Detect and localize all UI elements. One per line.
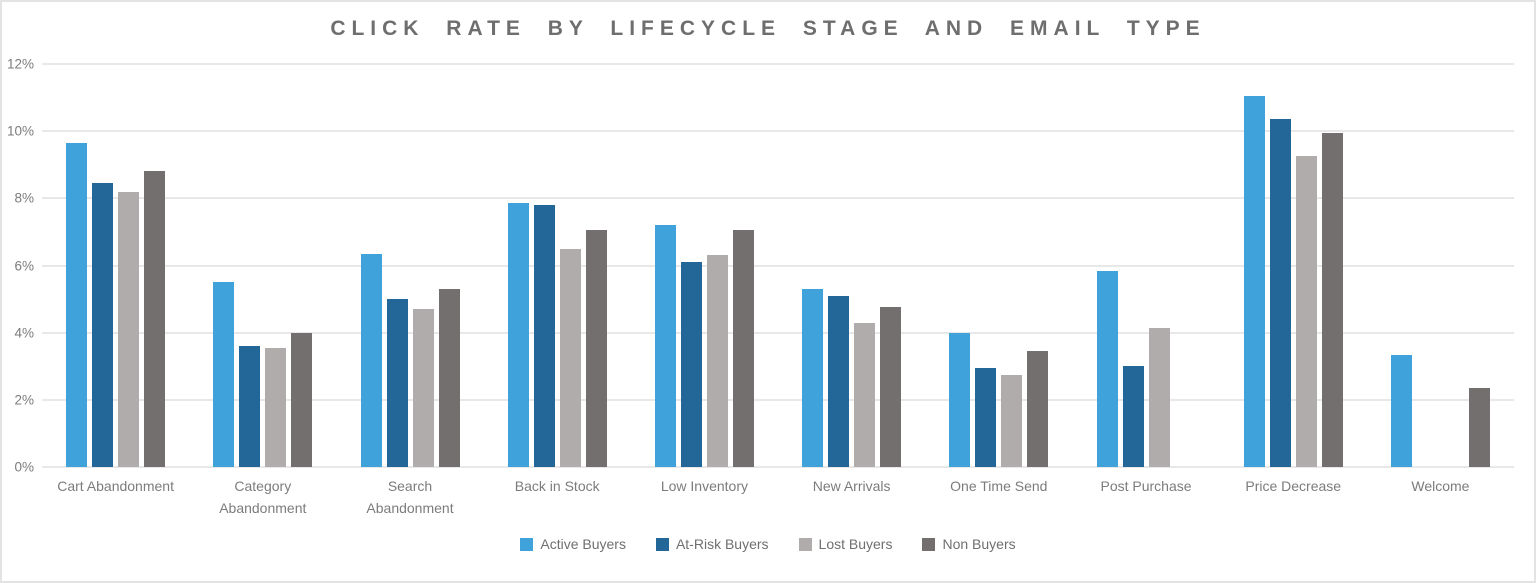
y-axis-tick-label: 6% (14, 258, 34, 273)
bar (680, 262, 702, 467)
y-axis-tick-label: 0% (14, 459, 34, 475)
bar (732, 230, 754, 467)
bar (559, 248, 581, 467)
plot-row: 0% 2% 4% 6% 8% 10% 12% (2, 57, 1534, 475)
bar (828, 295, 850, 467)
bar (291, 332, 313, 467)
bar (1243, 95, 1265, 467)
legend-swatch-icon (520, 537, 534, 551)
bar (1148, 327, 1170, 467)
bar (438, 289, 460, 467)
bar (265, 347, 287, 467)
y-axis-tick-label: 12% (6, 56, 34, 72)
x-axis-category-label: Low Inventory (660, 478, 748, 494)
x-axis-category-label: Post Purchase (1100, 478, 1192, 494)
x-axis-category-label: New Arrivals (812, 478, 891, 494)
legend-label: Lost Buyers (818, 536, 893, 553)
gridline (42, 331, 1514, 334)
y-axis-tick-label: 10% (6, 123, 34, 139)
bar (1001, 374, 1023, 467)
legend-label: Active Buyers (540, 536, 626, 553)
x-axis-category-label: Search Abandonment (366, 478, 454, 516)
gridline (42, 398, 1514, 401)
bar-group (189, 64, 336, 467)
bar (118, 191, 140, 467)
bar (533, 205, 555, 467)
bar (654, 225, 676, 467)
bar-group (631, 64, 778, 467)
chart-title: CLICK RATE BY LIFECYCLE STAGE AND EMAIL … (330, 17, 1206, 40)
x-axis-category-label: Back in Stock (514, 478, 600, 494)
gridline (42, 63, 1514, 65)
legend-swatch-icon (922, 537, 936, 551)
legend-item: Active Buyers (520, 536, 626, 552)
bar (1390, 354, 1412, 467)
bar-group (1367, 64, 1514, 467)
plot-area (42, 63, 1514, 468)
x-axis-category-label: Welcome (1411, 478, 1470, 494)
bar-group (336, 64, 483, 467)
legend-label: Non Buyers (942, 536, 1016, 553)
bar (1295, 156, 1317, 467)
bar-group (1220, 64, 1367, 467)
legend-label: At-Risk Buyers (675, 536, 769, 553)
y-axis-tick-label: 4% (14, 325, 34, 341)
bar-group (1072, 64, 1219, 467)
bar (412, 309, 434, 467)
bar (1027, 351, 1049, 467)
bar (585, 230, 607, 467)
bar (66, 142, 88, 467)
gridline (42, 264, 1514, 267)
bar (239, 346, 261, 467)
bar (1122, 366, 1144, 467)
bar (360, 253, 382, 467)
bar (975, 367, 997, 467)
legend-swatch-icon (655, 537, 669, 551)
bar (706, 255, 728, 467)
x-axis-category-label: Price Decrease (1245, 478, 1342, 494)
bar (949, 332, 971, 467)
gridline (42, 197, 1514, 200)
x-axis-category-label: Category Abandonment (219, 478, 307, 516)
y-axis-tick-label: 2% (14, 392, 34, 408)
bar (144, 171, 166, 467)
x-axis-category-label: One Time Send (950, 478, 1048, 494)
bar (1321, 132, 1343, 467)
bar (213, 282, 235, 467)
legend: Active Buyers At-Risk Buyers Lost Buyers No… (2, 536, 1534, 552)
bar (92, 183, 114, 467)
bar-group (42, 64, 189, 467)
bar (1269, 119, 1291, 467)
bar (386, 299, 408, 467)
y-axis: 0% 2% 4% 6% 8% 10% 12% (2, 57, 42, 475)
bar (507, 203, 529, 467)
bar (854, 322, 876, 467)
bar (1096, 270, 1118, 467)
legend-swatch-icon (798, 537, 812, 551)
bar (880, 307, 902, 467)
gridline (42, 466, 1514, 468)
x-axis-category-label: Cart Abandonment (57, 478, 174, 494)
x-axis-labels: Cart Abandonment Category Abandonment Sear… (42, 476, 1514, 519)
legend-item: Lost Buyers (798, 536, 893, 553)
y-axis-tick-label: 8% (14, 190, 34, 206)
bar-group (778, 64, 925, 467)
gridline (42, 130, 1514, 133)
legend-item: Non Buyers (922, 536, 1016, 553)
bar (1468, 388, 1490, 467)
bar-group (484, 64, 631, 467)
bar-group (925, 64, 1072, 467)
legend-item: At-Risk Buyers (655, 536, 769, 553)
bar-groups-container (42, 64, 1514, 467)
bar (802, 289, 824, 467)
